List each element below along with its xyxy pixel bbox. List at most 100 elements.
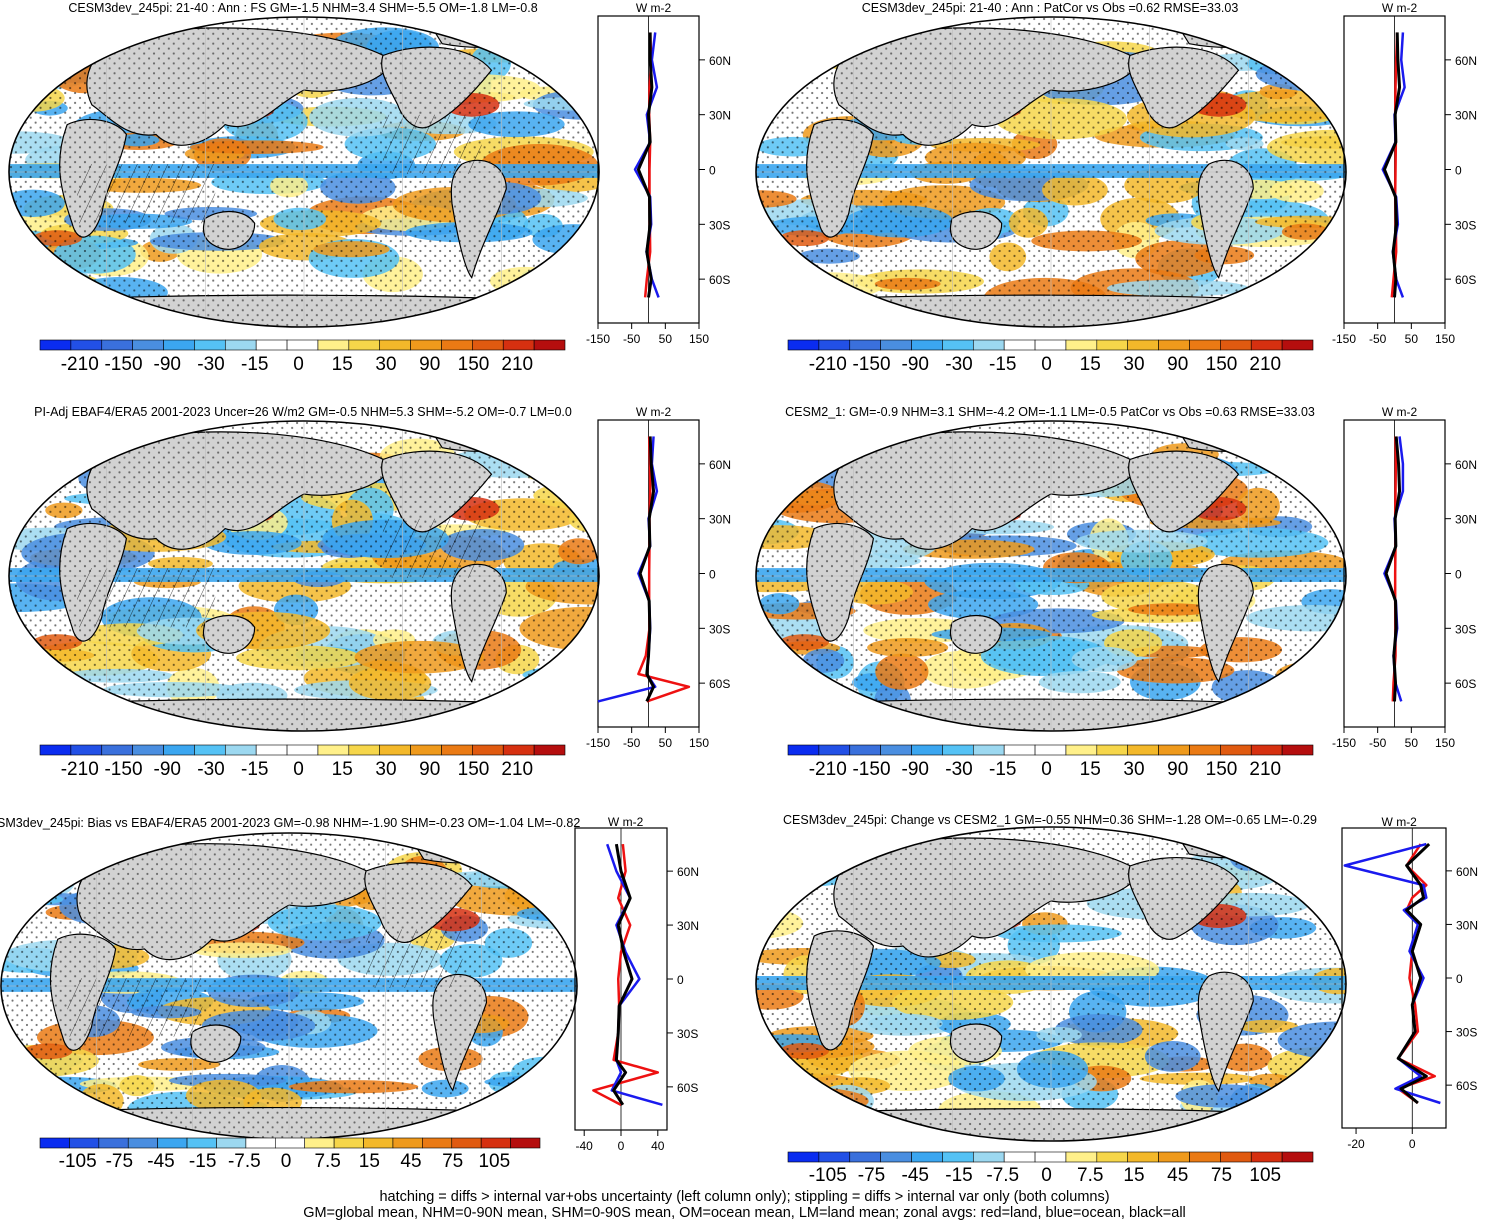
colorbar-tick-label: -210 — [61, 759, 99, 780]
land-stipple — [950, 211, 1002, 250]
colorbar-swatch — [127, 1137, 158, 1149]
colorbar-swatch — [317, 339, 350, 351]
colorbar-swatch — [942, 1151, 974, 1163]
colorbar-tick-label: -150 — [852, 354, 890, 375]
lat-tick-label: 60N — [709, 458, 731, 472]
colorbar-swatch — [216, 1137, 247, 1149]
panel-title-3: PI-Adj EBAF4/ERA5 2001-2023 Uncer=26 W/m… — [34, 405, 572, 419]
colorbar-swatch — [880, 339, 912, 351]
x-tick-label: 150 — [1435, 332, 1455, 346]
colorbar-tick-label: 15 — [332, 759, 353, 780]
colorbar-swatch — [533, 744, 566, 756]
zonal-unit-label: W m-2 — [1382, 815, 1418, 829]
land-stipple — [1198, 160, 1254, 278]
colorbar-tick-label: -15 — [189, 1151, 216, 1172]
x-tick-label: -50 — [1369, 736, 1387, 750]
land-stipple — [364, 862, 473, 943]
lat-tick-label: 30S — [1455, 218, 1476, 232]
colorbar-tick-label: -7.5 — [986, 1165, 1019, 1186]
colorbar-swatch — [1281, 1151, 1314, 1163]
lat-tick-label: 30N — [709, 109, 731, 123]
land-stipple — [381, 47, 492, 128]
x-tick-label: -50 — [623, 736, 641, 750]
hatch-region — [382, 518, 482, 578]
colorbar-swatch — [1003, 1151, 1036, 1163]
colorbar-swatch — [163, 744, 195, 756]
lat-tick-label: 0 — [1456, 972, 1463, 986]
map-panel-2 — [755, 16, 1347, 328]
land-stipple — [203, 615, 255, 654]
x-tick-label: 0 — [618, 1139, 625, 1153]
colorbar-tick-label: 0 — [293, 759, 304, 780]
colorbar-tick-label: -15 — [945, 1165, 972, 1186]
field-blob — [0, 865, 79, 880]
map-panel-4 — [755, 420, 1347, 732]
colorbar-swatch — [911, 1151, 943, 1163]
map-2 — [755, 16, 1347, 328]
land-stipple — [1198, 564, 1254, 682]
colorbar-tick-label: -90 — [154, 354, 181, 375]
land-stipple — [86, 27, 393, 146]
field-blob — [1288, 853, 1347, 884]
x-tick-label: -40 — [576, 1139, 594, 1153]
colorbar-tick-label: 45 — [400, 1151, 421, 1172]
colorbar-tick-label: -210 — [809, 354, 847, 375]
colorbar-swatch — [39, 1137, 70, 1149]
x-tick-label: 50 — [659, 736, 673, 750]
colorbar-swatch — [363, 1137, 394, 1149]
colorbar-swatch — [942, 339, 974, 351]
colorbar-tick-label: 45 — [1167, 1165, 1188, 1186]
land-stipple — [76, 843, 376, 960]
colorbar-swatch — [255, 744, 288, 756]
land-stipple — [806, 523, 874, 642]
colorbar-swatch — [787, 744, 820, 756]
colorbar-swatch — [818, 1151, 851, 1163]
colorbar-tick-label: 0 — [1041, 1165, 1052, 1186]
colorbar-tick-label: -75 — [858, 1165, 885, 1186]
colorbar-tick-label: 0 — [293, 354, 304, 375]
colorbar-tick-label: 15 — [359, 1151, 380, 1172]
colorbar-tick-label: -105 — [809, 1165, 847, 1186]
lat-tick-label: 60N — [1456, 865, 1478, 879]
colorbar-tick-label: 90 — [419, 759, 440, 780]
field-blob — [556, 462, 600, 496]
x-tick-label: 150 — [689, 736, 709, 750]
colorbar-swatch — [818, 339, 851, 351]
land-stipple — [203, 211, 255, 250]
field-blob — [8, 457, 69, 482]
colorbar-tick-label: 90 — [1167, 354, 1188, 375]
hatch-region — [67, 978, 203, 1037]
colorbar-tick-label: 210 — [501, 759, 533, 780]
colorbar-tick-label: 30 — [375, 759, 396, 780]
colorbar-swatch — [1003, 339, 1036, 351]
lat-tick-label: 30S — [1456, 1026, 1477, 1040]
field-blob — [0, 1071, 57, 1101]
colorbar-swatch — [1250, 744, 1283, 756]
lat-tick-label: 30N — [709, 513, 731, 527]
colorbar-tick-label: 90 — [1167, 759, 1188, 780]
field-blob — [755, 654, 795, 697]
field-blob — [755, 250, 800, 269]
zonal-line-ocean — [1343, 842, 1441, 1105]
field-blob — [1261, 441, 1340, 471]
colorbar-tick-label: 150 — [458, 759, 490, 780]
field-blob — [755, 687, 855, 705]
colorbar-swatch — [1127, 339, 1159, 351]
colorbar-tick-label: -90 — [154, 759, 181, 780]
lat-tick-label: 60N — [1455, 458, 1477, 472]
x-tick-label: 50 — [1405, 332, 1419, 346]
colorbar-tick-label: -15 — [241, 354, 268, 375]
lat-tick-label: 60S — [677, 1081, 698, 1095]
field-blob — [778, 1100, 861, 1114]
colorbar-swatch — [1096, 1151, 1129, 1163]
lat-tick-label: 0 — [1455, 164, 1462, 178]
colorbar-swatch — [69, 1137, 100, 1149]
colorbar-1: -210 -150 -90 -30 -15 0 15 30 90 150 210 — [39, 339, 566, 375]
colorbar-swatch — [451, 1137, 482, 1149]
colorbar-swatch — [132, 339, 164, 351]
colorbar-5: -105 -75 -45 -15 -7.5 0 7.5 15 45 75 105 — [39, 1137, 541, 1172]
lat-tick-label: 30S — [709, 218, 730, 232]
field-blob — [518, 859, 578, 891]
colorbar-tick-label: -30 — [945, 354, 972, 375]
colorbar-tick-label: -30 — [197, 354, 224, 375]
